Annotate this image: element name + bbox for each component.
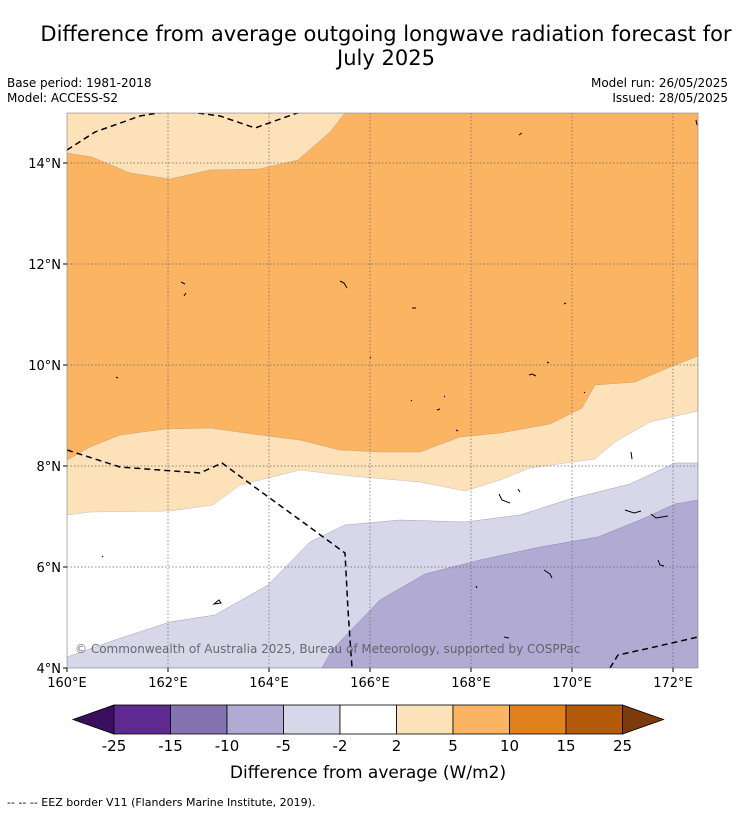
colorbar-tick-label: 25	[613, 737, 632, 755]
latitude-tick-labels: 4°N 6°N 8°N 10°N 12°N 14°N	[28, 157, 67, 677]
map-plot-area: © Commonwealth of Australia 2025, Bureau…	[67, 113, 698, 668]
lat-tick-label: 4°N	[37, 662, 62, 677]
lon-tick-label: 160°E	[47, 676, 87, 691]
lon-tick-label: 162°E	[148, 676, 188, 691]
meta-right: Model run: 26/05/2025 Issued: 28/05/2025	[591, 76, 728, 106]
lon-tick-label: 170°E	[552, 676, 592, 691]
colorbar-swatch	[283, 704, 341, 735]
model-run: Model run: 26/05/2025	[590, 76, 728, 90]
colorbar-swatch	[339, 704, 397, 735]
lon-tick-label: 166°E	[350, 676, 390, 691]
colorbar-tick-label: 10	[500, 737, 519, 755]
lon-tick-label: 168°E	[451, 676, 491, 691]
colorbar-tick-label: -10	[215, 737, 240, 755]
colorbar-extend-low	[71, 704, 115, 735]
colorbar-swatch	[113, 704, 171, 735]
colorbar-extend-high	[622, 704, 665, 735]
map-copyright: © Commonwealth of Australia 2025, Bureau…	[75, 642, 580, 656]
lon-tick-label: 164°E	[249, 676, 289, 691]
colorbar-swatch	[396, 704, 454, 735]
colorbar-swatch	[452, 704, 510, 735]
title-line-2: July 2025	[337, 46, 435, 70]
colorbar-tick-label: 2	[392, 737, 402, 755]
band-minus-10-to-minus-5	[321, 499, 698, 668]
colorbar-tick-label: 15	[556, 737, 575, 755]
colorbar-swatch	[170, 704, 228, 735]
plot-frame	[66, 112, 699, 669]
base-period: Base period: 1981-2018	[7, 76, 152, 90]
colorbar-swatch	[226, 704, 284, 735]
model-name: Model: ACCESS-S2	[7, 91, 119, 105]
colorbar-label: Difference from average (W/m2)	[230, 763, 506, 783]
colorbar-tick-label: -15	[158, 737, 183, 755]
gridlines	[67, 113, 698, 668]
band-2-to-5-north	[67, 113, 346, 180]
title-line-1: Difference from average outgoing longwav…	[40, 22, 732, 46]
meta-left: Base period: 1981-2018 Model: ACCESS-S2	[7, 76, 152, 106]
colorbar-swatch	[565, 704, 623, 735]
lat-tick-label: 12°N	[28, 258, 61, 273]
lon-tick-label: 172°E	[653, 676, 693, 691]
colorbar-tick-label: -25	[102, 737, 127, 755]
lat-tick-label: 14°N	[28, 157, 61, 172]
longitude-tick-labels: 160°E 162°E 164°E 166°E 168°E 170°E 172°E	[47, 668, 693, 691]
colorbar: -25 -15 -10 -5 -2 2 5 10 15 25	[71, 704, 665, 755]
lat-tick-label: 10°N	[28, 359, 61, 374]
colorbar-tick-label: -2	[333, 737, 348, 755]
lat-tick-label: 6°N	[37, 561, 62, 576]
map-title: Difference from average outgoing longwav…	[0, 22, 736, 70]
eez-footnote: -- -- -- EEZ border V11 (Flanders Marine…	[7, 796, 316, 809]
colorbar-tick-label: 5	[448, 737, 458, 755]
lat-tick-label: 8°N	[37, 460, 62, 475]
eez-borders	[67, 113, 698, 668]
islands	[101, 119, 698, 639]
colorbar-swatch	[509, 704, 567, 735]
issued-date: Issued: 28/05/2025	[612, 91, 728, 105]
colorbar-tick-label: -5	[276, 737, 291, 755]
